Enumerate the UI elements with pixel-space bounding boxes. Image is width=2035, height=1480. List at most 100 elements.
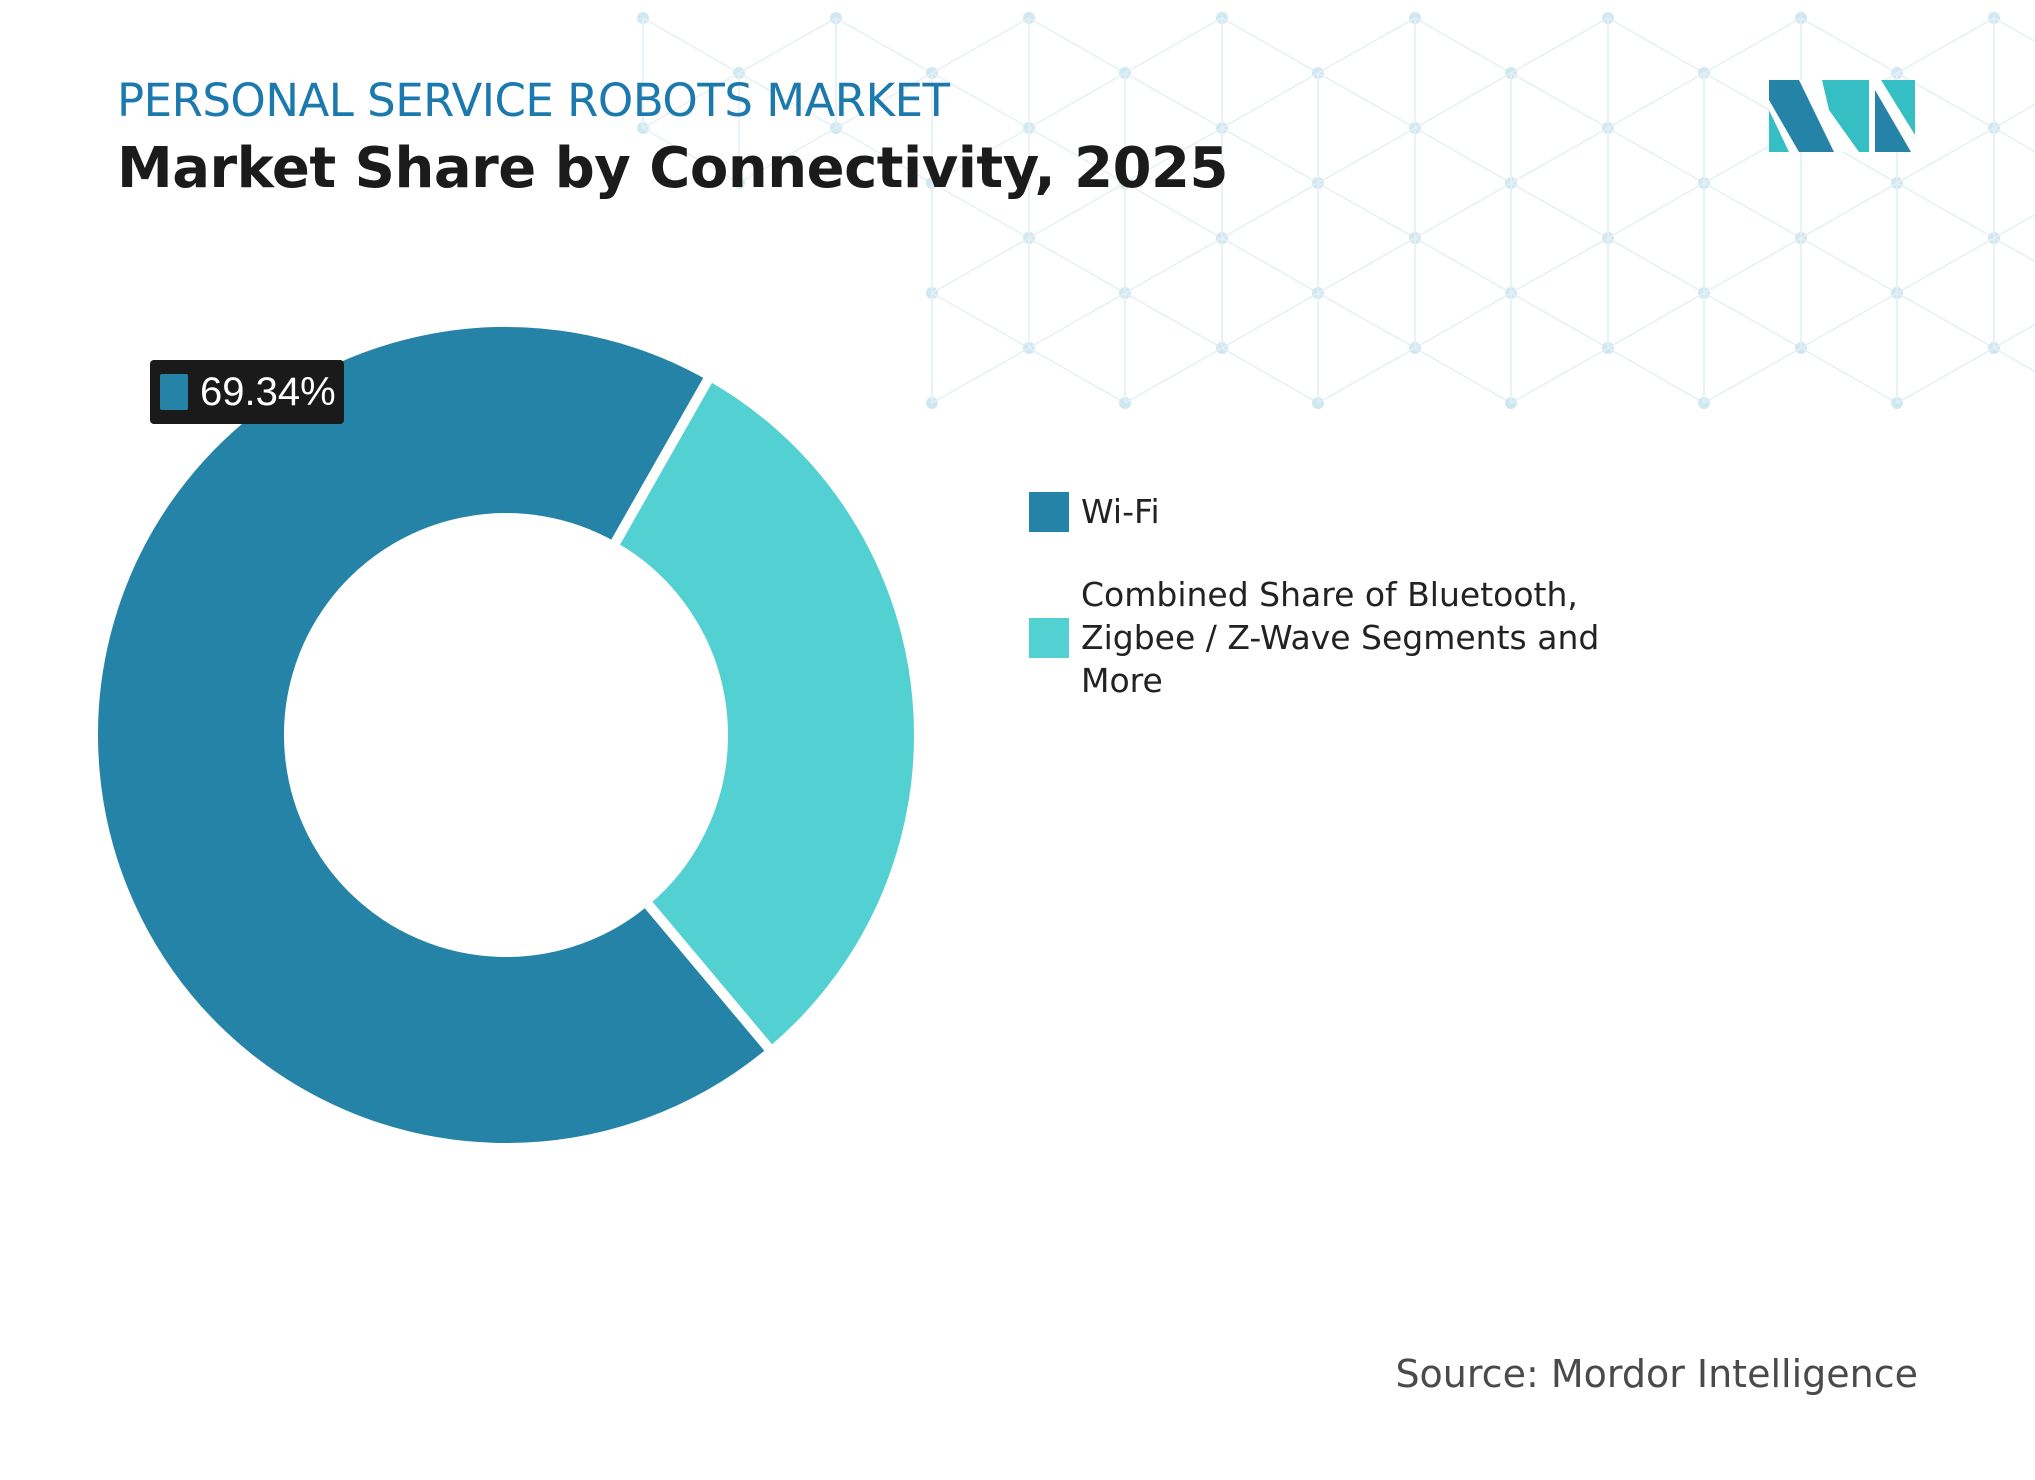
source-note: Source: Mordor Intelligence bbox=[1395, 1352, 1918, 1396]
pattern-line bbox=[1896, 182, 1995, 239]
pattern-line bbox=[1607, 127, 1705, 184]
pattern-line bbox=[1317, 127, 1416, 184]
pattern-line bbox=[1510, 347, 1609, 404]
pattern-line bbox=[1510, 17, 1609, 74]
chart-title: Market Share by Connectivity, 2025 bbox=[117, 136, 1228, 201]
pattern-line bbox=[931, 17, 1030, 74]
pattern-line bbox=[1993, 103, 2035, 129]
pattern-line bbox=[1124, 237, 1223, 294]
legend: Wi-Fi Combined Share of Bluetooth, Zigbe… bbox=[1029, 490, 1661, 742]
pattern-line bbox=[1993, 347, 2035, 373]
pattern-line bbox=[1221, 17, 1319, 74]
legend-label-wifi: Wi-Fi bbox=[1081, 492, 1160, 531]
pattern-line bbox=[1800, 182, 1898, 239]
pattern-line bbox=[1896, 347, 1995, 404]
pattern-line bbox=[1607, 347, 1705, 404]
legend-swatch-wifi bbox=[1029, 491, 1069, 532]
legend-swatch-other bbox=[1029, 617, 1069, 658]
pattern-line bbox=[1028, 72, 1126, 129]
pattern-line bbox=[1414, 72, 1512, 129]
pattern-line bbox=[1993, 17, 2035, 43]
donut-slice-wifi bbox=[88, 317, 779, 1153]
pattern-line bbox=[1510, 72, 1609, 129]
pattern-line bbox=[1221, 347, 1319, 404]
pattern-line bbox=[835, 17, 933, 74]
pattern-line bbox=[1510, 292, 1609, 349]
data-label-wifi: 69.34% bbox=[150, 360, 344, 424]
pattern-line bbox=[1028, 347, 1126, 404]
pattern-line bbox=[1414, 292, 1512, 349]
pattern-line bbox=[1221, 237, 1319, 294]
pattern-line bbox=[1800, 237, 1898, 294]
pattern-line bbox=[1124, 182, 1223, 239]
pattern-line bbox=[1028, 17, 1126, 74]
pattern-line bbox=[1510, 127, 1609, 184]
pattern-line bbox=[1703, 182, 1802, 239]
pattern-line bbox=[1896, 17, 1995, 74]
pattern-line bbox=[1607, 72, 1705, 129]
pattern-line bbox=[1414, 127, 1512, 184]
pattern-line bbox=[1703, 347, 1802, 404]
pattern-line bbox=[1124, 72, 1223, 129]
pattern-line bbox=[1221, 72, 1319, 129]
pattern-line bbox=[1317, 17, 1416, 74]
mordor-logo bbox=[1769, 80, 1915, 152]
pattern-line bbox=[642, 127, 740, 184]
pattern-line bbox=[738, 17, 837, 74]
pattern-line bbox=[1607, 237, 1705, 294]
pattern-line bbox=[1896, 237, 1995, 294]
pattern-line bbox=[1028, 237, 1126, 294]
pattern-line bbox=[1221, 292, 1319, 349]
pattern-line bbox=[738, 127, 837, 184]
pattern-line bbox=[931, 127, 1030, 184]
pattern-line bbox=[1703, 17, 1802, 74]
legend-label-other: Combined Share of Bluetooth, Zigbee / Z-… bbox=[1081, 575, 1600, 700]
pattern-line bbox=[931, 182, 1030, 239]
pattern-line bbox=[931, 347, 1030, 404]
pattern-line bbox=[1414, 347, 1512, 404]
pattern-line bbox=[1607, 292, 1705, 349]
pattern-line bbox=[1221, 182, 1319, 239]
pattern-line bbox=[1510, 182, 1609, 239]
pattern-line bbox=[1993, 237, 2035, 263]
pattern-line bbox=[1703, 292, 1802, 349]
pattern-line bbox=[1993, 127, 2035, 153]
pattern-line bbox=[835, 127, 933, 184]
data-label-text: 69.34% bbox=[200, 369, 336, 414]
pattern-line bbox=[931, 72, 1030, 129]
pattern-line bbox=[642, 72, 740, 129]
pattern-line bbox=[1414, 237, 1512, 294]
data-label-swatch bbox=[160, 374, 188, 410]
pattern-line bbox=[1896, 292, 1995, 349]
legend-item-other: Combined Share of Bluetooth, Zigbee / Z-… bbox=[1029, 573, 1661, 702]
pattern-line bbox=[1607, 182, 1705, 239]
pattern-line bbox=[1317, 237, 1416, 294]
pattern-line bbox=[642, 17, 740, 74]
pattern-line bbox=[1703, 237, 1802, 294]
pattern-line bbox=[1124, 17, 1223, 74]
pattern-line bbox=[1028, 127, 1126, 184]
pattern-line bbox=[738, 72, 837, 129]
pattern-line bbox=[1607, 17, 1705, 74]
pattern-line bbox=[1124, 292, 1223, 349]
legend-item-wifi: Wi-Fi bbox=[1029, 490, 1661, 533]
pattern-line bbox=[1896, 127, 1995, 184]
pattern-line bbox=[1993, 213, 2035, 239]
pattern-line bbox=[1414, 182, 1512, 239]
pattern-line bbox=[931, 237, 1030, 294]
pattern-line bbox=[931, 292, 1030, 349]
chart-kicker: PERSONAL SERVICE ROBOTS MARKET bbox=[117, 74, 950, 127]
pattern-line bbox=[1414, 17, 1512, 74]
donut-slice-other bbox=[606, 369, 924, 1059]
pattern-line bbox=[1124, 127, 1223, 184]
pattern-line bbox=[1317, 182, 1416, 239]
pattern-line bbox=[1317, 72, 1416, 129]
pattern-line bbox=[1221, 127, 1319, 184]
pattern-line bbox=[1800, 347, 1898, 404]
pattern-line bbox=[1993, 323, 2035, 349]
pattern-line bbox=[1317, 292, 1416, 349]
pattern-line bbox=[1124, 347, 1223, 404]
pattern-line bbox=[1317, 347, 1416, 404]
pattern-line bbox=[1028, 182, 1126, 239]
